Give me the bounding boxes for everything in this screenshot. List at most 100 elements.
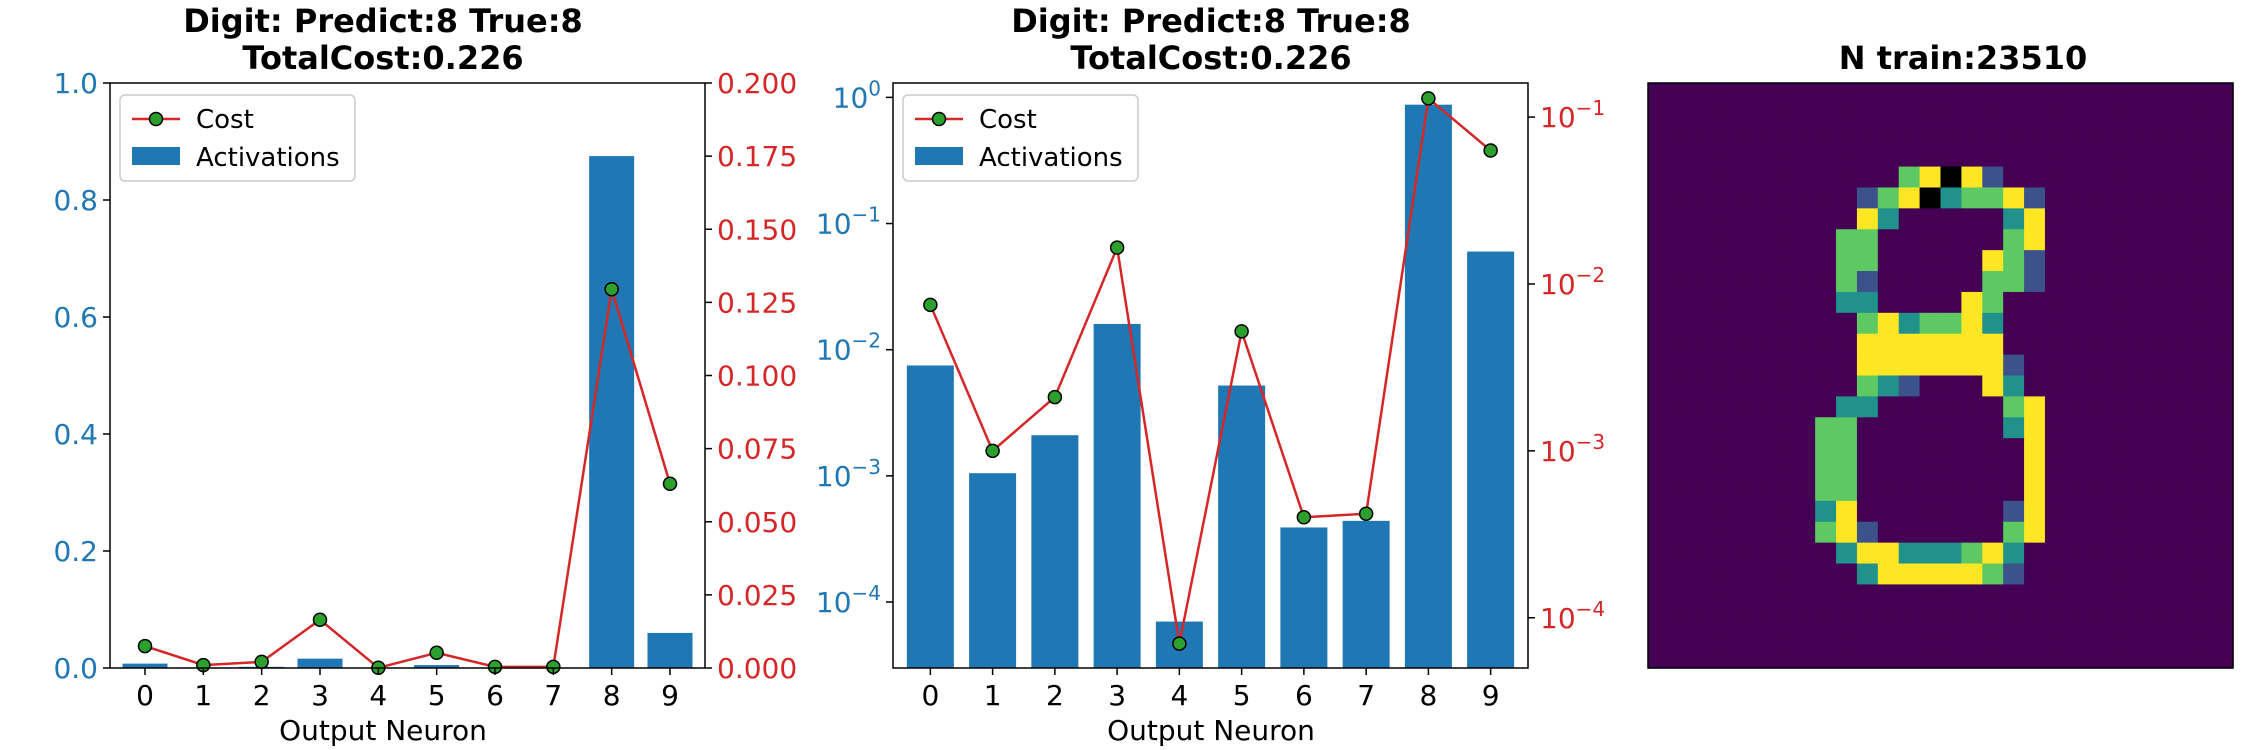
pixel [1961,333,1983,356]
pixel [2149,375,2171,397]
pixel [2212,459,2234,481]
y-tick-label: 10−1 [1540,96,1605,134]
pixel [2024,208,2046,230]
pixel [1836,354,1858,377]
pixel [1940,521,1962,544]
activation-bars [122,156,693,668]
pixel [2024,626,2046,648]
pixel [1752,124,1774,147]
pixel [2191,521,2213,544]
pixel [2003,605,2025,627]
pixel [1815,375,1837,397]
pixel [1710,333,1733,356]
pixel [1731,145,1754,168]
pixel [1961,500,1983,523]
pixel [1731,83,1754,105]
pixel [2191,166,2213,189]
pixel [1752,500,1774,523]
pixel [1982,83,2004,105]
pixel [2128,208,2151,230]
pixel [2065,459,2088,481]
pixel [1856,124,1879,147]
pixel [1940,438,1962,460]
pixel [2024,312,2046,335]
pixel [1940,417,1962,439]
pixel [1794,103,1816,126]
pixel [2065,417,2088,439]
pixel [2065,542,2088,565]
pixel [2086,187,2109,209]
y-tick-label: 0.0 [53,652,98,685]
pixel [2024,187,2046,209]
pixel [1919,459,1942,481]
pixel [1898,521,1921,544]
pixel [2170,166,2192,189]
pixel [2086,229,2109,251]
pixel [1898,605,1921,627]
pixel [2149,417,2171,439]
pixel [2170,584,2192,606]
pixel [1836,563,1858,586]
pixel [2128,584,2151,606]
pixel [1668,479,1691,502]
pixel [1773,124,1795,147]
pixel [1898,438,1921,460]
pixel [1689,124,1712,147]
pixel [2044,83,2067,105]
pixel [1773,375,1795,397]
pixel [1794,271,1816,293]
pixel [1877,333,1900,356]
pixel [1919,145,1942,168]
pixel [1710,166,1733,189]
pixel [1856,291,1879,314]
pixel [2212,250,2234,272]
pixel [1856,605,1879,627]
pixel [1982,375,2004,397]
y-tick-label: 0.000 [717,652,797,685]
pixel [1710,479,1733,502]
pixel [1877,438,1900,460]
pixel [1731,521,1754,544]
pixel [2149,438,2171,460]
pixel [2024,417,2046,439]
cost-point [923,297,938,313]
pixel [1836,542,1858,565]
pixel [1648,124,1670,147]
pixel [1919,208,1942,230]
pixel [1919,438,1942,460]
pixel [2191,124,2213,147]
y-tick-label: 0.025 [717,579,797,612]
y-tick-label: 0.050 [717,506,797,539]
pixel [1940,333,1962,356]
pixel [1689,229,1712,251]
pixel [1877,166,1900,189]
pixel [2107,396,2130,418]
pixel [1877,605,1900,627]
y-tick-label: 10−4 [1540,597,1605,635]
pixel [2044,124,2067,147]
pixel [1710,354,1733,377]
pixel [1815,459,1837,481]
pixel [1919,375,1942,397]
pixel [1668,166,1691,189]
x-tick-label: 6 [486,679,504,712]
pixel [2149,647,2171,669]
pixel [1919,584,1942,606]
cost-point [1296,510,1312,525]
pixel [1731,479,1754,502]
pixel [1668,584,1691,606]
pixel [1836,312,1858,335]
pixel [2128,312,2151,335]
pixel [1836,479,1858,502]
pixel [1794,291,1816,314]
pixel [2044,229,2067,251]
pixel [1668,521,1691,544]
pixel [1668,500,1691,523]
pixel [2149,312,2171,335]
pixel [2003,584,2025,606]
pixel [1877,187,1900,209]
pixel [2086,250,2109,272]
pixel [1648,500,1670,523]
pixel [2107,103,2130,126]
pixel [1648,333,1670,356]
